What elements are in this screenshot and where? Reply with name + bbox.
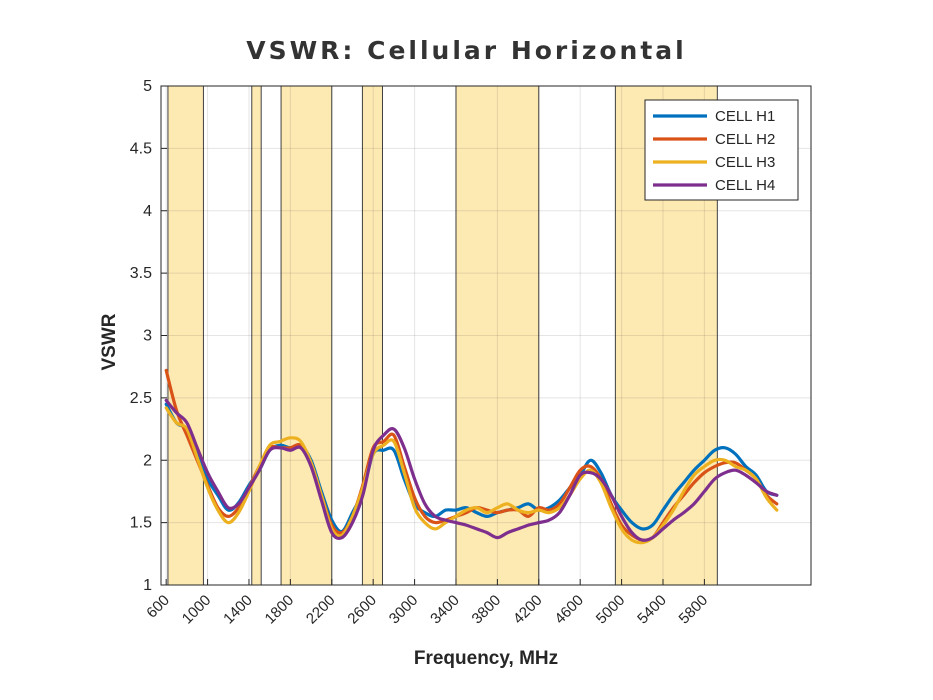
y-axis-ticks: 1 1.5 2 2.5 3 3.5 4 4.5 5 xyxy=(130,78,167,594)
x-tick-label-2: 1400 xyxy=(220,592,256,628)
x-axis-ticks: 600 1000 1400 1800 2200 2600 3000 3400 3800 4200 4… xyxy=(143,579,711,627)
y-tick-label-4: 3 xyxy=(143,328,152,345)
legend-label-4: CELL H4 xyxy=(715,177,775,194)
x-tick-label-7: 3400 xyxy=(427,592,463,628)
x-tick-label-1: 1000 xyxy=(179,592,215,628)
y-tick-label-1: 1.5 xyxy=(130,515,152,532)
x-tick-label-8: 3800 xyxy=(469,592,505,628)
x-tick-label-0: 600 xyxy=(143,592,173,622)
x-tick-label-9: 4200 xyxy=(510,592,546,628)
y-tick-label-6: 4 xyxy=(143,203,152,220)
x-tick-label-4: 2200 xyxy=(303,592,339,628)
legend-label-3: CELL H3 xyxy=(715,154,775,171)
series-lines-group xyxy=(164,368,779,545)
x-tick-label-3: 1800 xyxy=(262,592,298,628)
x-tick-label-12: 5400 xyxy=(634,592,670,628)
x-tick-label-6: 3000 xyxy=(386,592,422,628)
y-tick-label-7: 4.5 xyxy=(130,140,152,157)
y-tick-label-5: 3.5 xyxy=(130,265,152,282)
chart-title: VSWR: Cellular Horizontal xyxy=(246,36,687,65)
y-tick-label-0: 1 xyxy=(143,577,152,594)
legend-label-2: CELL H2 xyxy=(715,131,775,148)
y-axis-label: VSWR xyxy=(99,313,120,371)
x-tick-label-13: 5800 xyxy=(676,592,712,628)
shaded-band-5 xyxy=(455,85,540,586)
x-tick-label-5: 2600 xyxy=(344,592,380,628)
x-axis-label: Frequency, MHz xyxy=(413,648,559,669)
y-tick-label-3: 2.5 xyxy=(130,390,152,407)
y-tick-label-2: 2 xyxy=(143,452,152,469)
y-tick-label-8: 5 xyxy=(143,78,152,95)
x-tick-label-11: 5000 xyxy=(593,592,629,628)
series-line-cell-h3 xyxy=(164,406,779,545)
x-tick-label-10: 4600 xyxy=(551,592,587,628)
shaded-band-1 xyxy=(167,85,204,586)
legend-label-1: CELL H1 xyxy=(715,108,775,125)
legend: CELL H1 CELL H2 CELL H3 CELL H4 xyxy=(644,99,799,201)
series-line-cell-h4 xyxy=(164,398,779,542)
